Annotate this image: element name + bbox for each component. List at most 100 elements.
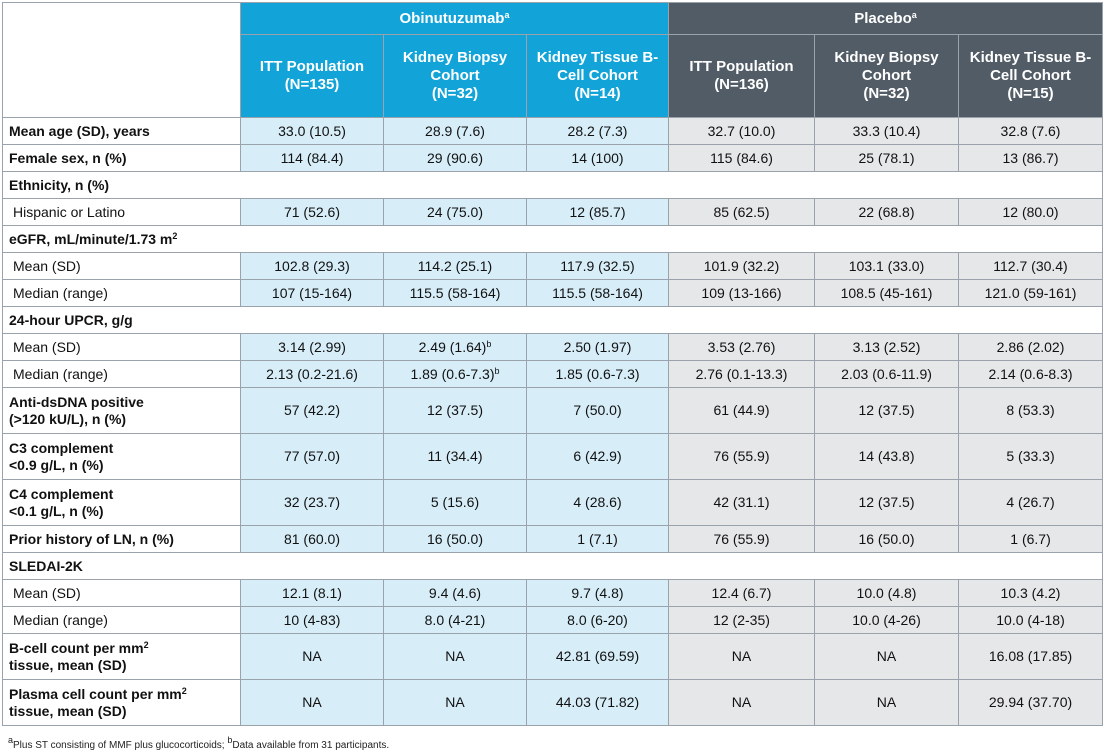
cell-value: 12 (37.5): [858, 402, 915, 418]
cell-value: 16 (50.0): [426, 531, 484, 547]
row-label: 24-hour UPCR, g/g: [1, 306, 1104, 334]
value-cell: 2.86 (2.02): [957, 333, 1104, 361]
cell-value: 112.7 (30.4): [993, 258, 1068, 274]
row-label: C3 complement <0.9 g/L, n (%): [2, 433, 241, 480]
cell-value: 9.4 (4.6): [428, 585, 482, 601]
row-label-line1: B-cell count per mm: [9, 639, 144, 656]
cohort-header: Kidney Tissue B-Cell Cohort (N=14): [526, 34, 669, 118]
value-cell: 8.0 (6-20): [526, 606, 669, 634]
cell-value: NA: [876, 648, 897, 664]
cell-value: 10.0 (4-18): [996, 612, 1065, 628]
value-cell: 115.5 (58-164): [526, 279, 669, 307]
value-cell: 8 (53.3): [957, 387, 1104, 434]
table-row: 24-hour UPCR, g/g: [1, 306, 1104, 334]
cell-value: 4 (26.7): [1006, 494, 1055, 510]
table-row: Median (range) 10 (4-83) 8.0 (4-21) 8.0 (6-…: [2, 606, 1104, 634]
value-cell: 112.7 (30.4): [957, 252, 1104, 280]
value-cell: 14 (100): [526, 144, 669, 172]
row-label-text: eGFR, mL/minute/1.73 m: [9, 231, 173, 247]
table-row: Mean (SD) 12.1 (8.1) 9.4 (4.6) 9.7 (4.8) 12.…: [2, 579, 1104, 607]
value-cell: 12.1 (8.1): [240, 579, 384, 607]
table-row: Mean (SD) 3.14 (2.99) 2.49 (1.64)b 2.50 (1.…: [2, 333, 1104, 361]
value-cell: 12.4 (6.7): [668, 579, 815, 607]
cell-value: 1.85 (0.6-7.3): [555, 366, 640, 382]
cohort-header-row: ITT Population (N=135) Kidney Biopsy Coho…: [3, 34, 1104, 118]
cell-value: 12.1 (8.1): [282, 585, 342, 601]
cell-value: 42 (31.1): [713, 494, 770, 510]
value-cell: 13 (86.7): [957, 144, 1104, 172]
value-cell: 12 (85.7): [526, 198, 669, 226]
cell-value: 117.9 (32.5): [560, 258, 635, 274]
value-cell: 1 (7.1): [526, 525, 669, 553]
cell-value: 101.9 (32.2): [703, 258, 780, 274]
superscript: 2: [143, 639, 149, 650]
cell-value: 2.03 (0.6-11.9): [841, 366, 932, 382]
value-cell: 85 (62.5): [668, 198, 815, 226]
value-cell: 3.53 (2.76): [668, 333, 815, 361]
value-cell: 3.13 (2.52): [814, 333, 959, 361]
footnote-mark: a: [911, 10, 917, 20]
value-cell: 16 (50.0): [814, 525, 959, 553]
value-cell: 121.0 (59-161): [957, 279, 1104, 307]
cell-value: 1.89 (0.6-7.3): [410, 366, 495, 382]
cell-value: 42.81 (69.59): [555, 648, 640, 664]
row-label: Mean age (SD), years: [2, 117, 241, 145]
cell-value: 12.4 (6.7): [711, 585, 772, 601]
cell-value: 85 (62.5): [713, 204, 770, 220]
value-cell: 108.5 (45-161): [814, 279, 959, 307]
value-cell: 12 (37.5): [814, 479, 959, 526]
value-cell: NA: [240, 679, 384, 726]
cell-value: 12 (80.0): [1002, 204, 1059, 220]
cohort-header: ITT Population (N=136): [668, 34, 815, 118]
row-label-text: Ethnicity, n (%): [9, 177, 110, 193]
cohort-header: ITT Population (N=135): [240, 34, 384, 118]
cell-value: 57 (42.2): [283, 402, 341, 418]
placebo-group-header: Placeboa: [667, 2, 1104, 35]
value-cell: 61 (44.9): [668, 387, 815, 434]
value-cell: NA: [240, 633, 384, 680]
cell-value: 25 (78.1): [858, 150, 915, 166]
value-cell: 115 (84.6): [668, 144, 815, 172]
cell-value: 16 (50.0): [858, 531, 915, 547]
value-cell: NA: [814, 633, 959, 680]
row-label: Hispanic or Latino: [2, 198, 241, 226]
value-cell: 12 (2-35): [668, 606, 815, 634]
cell-value: 2.76 (0.1-13.3): [695, 366, 788, 382]
value-cell: 29.94 (37.70): [957, 679, 1104, 726]
value-cell: NA: [668, 633, 815, 680]
table-row: Prior history of LN, n (%) 81 (60.0) 16 (5…: [2, 525, 1104, 553]
value-cell: 8.0 (4-21): [383, 606, 527, 634]
row-label-text: Mean (SD): [13, 258, 81, 274]
value-cell: 11 (34.4): [383, 433, 527, 480]
row-label: Median (range): [2, 360, 241, 388]
row-label-line2: <0.9 g/L, n (%): [9, 456, 104, 473]
cell-value: 115.5 (58-164): [409, 285, 501, 301]
row-label: Ethnicity, n (%): [1, 171, 1104, 199]
value-cell: 10 (4-83): [240, 606, 384, 634]
cell-value: 2.50 (1.97): [563, 339, 632, 355]
cell-value: 14 (43.8): [858, 448, 915, 464]
cell-value: 3.14 (2.99): [278, 339, 346, 355]
row-label-text: Mean (SD): [13, 339, 81, 355]
cell-value: 2.49 (1.64): [418, 339, 487, 355]
value-cell: 44.03 (71.82): [526, 679, 669, 726]
row-label: Mean (SD): [2, 579, 241, 607]
value-cell: 32.8 (7.6): [957, 117, 1104, 145]
row-label: Median (range): [2, 279, 241, 307]
table-row: C4 complement <0.1 g/L, n (%) 32 (23.7) 5 (…: [2, 479, 1104, 526]
row-label-text: Female sex, n (%): [9, 150, 127, 166]
row-label: eGFR, mL/minute/1.73 m2: [1, 225, 1104, 253]
cell-value: 10 (4-83): [283, 612, 341, 628]
table-row: Median (range) 2.13 (0.2-21.6) 1.89 (0.6-7…: [2, 360, 1104, 388]
cell-value: 109 (13-166): [701, 285, 782, 301]
value-cell: 10.3 (4.2): [957, 579, 1104, 607]
value-cell: 2.14 (0.6-8.3): [957, 360, 1104, 388]
value-cell: 4 (28.6): [526, 479, 669, 526]
cell-value: 5 (33.3): [1006, 448, 1055, 464]
obinutuzumab-label: Obinutuzumab: [399, 10, 505, 27]
cell-value: 10.3 (4.2): [1000, 585, 1061, 601]
table-row: SLEDAI-2K: [1, 552, 1104, 580]
cell-value: 22 (68.8): [858, 204, 915, 220]
cell-value: 5 (15.6): [430, 494, 480, 510]
table-row: Plasma cell count per mm2 tissue, mean (S…: [2, 679, 1104, 726]
